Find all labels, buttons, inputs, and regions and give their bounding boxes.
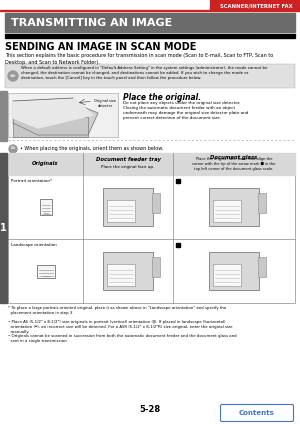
Bar <box>176 243 180 247</box>
Text: Place the original face down and align the
corner with the tip of the arrow mark: Place the original face down and align t… <box>192 157 276 171</box>
Bar <box>0 91 7 141</box>
Polygon shape <box>13 98 93 128</box>
Text: 5-28: 5-28 <box>140 405 160 415</box>
Text: • Place A5 (5-1/2" x 8-1/2") size originals in portrait (vertical) orientation (: • Place A5 (5-1/2" x 8-1/2") size origin… <box>8 320 232 334</box>
Bar <box>152 257 160 277</box>
Text: Portrait orientation*: Portrait orientation* <box>11 179 52 183</box>
Bar <box>5 64 295 88</box>
Bar <box>13 117 88 137</box>
FancyBboxPatch shape <box>220 404 293 421</box>
Bar <box>0 10 210 11</box>
Polygon shape <box>13 101 98 135</box>
Bar <box>213 264 241 286</box>
Bar <box>40 199 52 215</box>
Bar <box>5 34 295 36</box>
Bar <box>173 153 295 175</box>
Text: TRANSMITTING AN IMAGE: TRANSMITTING AN IMAGE <box>11 17 172 28</box>
Circle shape <box>8 71 18 81</box>
Text: Originals: Originals <box>32 162 59 167</box>
Bar <box>258 193 266 213</box>
Text: Place the original.: Place the original. <box>123 93 201 102</box>
Circle shape <box>9 145 17 153</box>
Bar <box>258 257 266 277</box>
Bar <box>0 153 7 303</box>
Text: * To place a large portrait-oriented original, place it as shown above in "Lands: * To place a large portrait-oriented ori… <box>8 306 226 315</box>
Text: SENDING AN IMAGE IN SCAN MODE: SENDING AN IMAGE IN SCAN MODE <box>5 42 196 52</box>
Bar <box>8 153 295 303</box>
Text: • Originals cannot be scanned in succession from both the automatic document fee: • Originals cannot be scanned in success… <box>8 334 237 343</box>
Text: 1: 1 <box>0 223 7 233</box>
Text: Original size
detector: Original size detector <box>94 99 116 108</box>
Text: Document feeder tray: Document feeder tray <box>96 157 160 162</box>
Bar <box>213 200 241 222</box>
Text: • When placing the originals, orient them as shown below.: • When placing the originals, orient the… <box>20 146 163 151</box>
Bar <box>8 153 83 175</box>
Text: Do not place any objects under the original size detector.
Closing the automatic: Do not place any objects under the origi… <box>123 101 248 120</box>
Bar <box>209 252 259 290</box>
Text: ✏: ✏ <box>11 147 15 151</box>
Text: SCANNER/INTERNET FAX: SCANNER/INTERNET FAX <box>220 3 293 8</box>
Text: ✏: ✏ <box>10 73 16 79</box>
Bar <box>37 265 55 277</box>
Bar <box>103 188 153 226</box>
Bar <box>209 188 259 226</box>
Bar <box>5 13 295 32</box>
Text: Document glass: Document glass <box>210 156 258 161</box>
Bar <box>176 179 180 183</box>
Text: Landscape orientation: Landscape orientation <box>11 243 57 247</box>
Text: This section explains the basic procedure for transmission in scan mode (Scan to: This section explains the basic procedur… <box>5 53 273 64</box>
Bar <box>83 153 173 175</box>
Text: Contents: Contents <box>239 410 275 416</box>
Bar <box>103 252 153 290</box>
Bar <box>5 37 295 38</box>
Bar <box>210 0 300 11</box>
Bar <box>107 264 135 286</box>
Text: When a default address is configured in "Default Address Setting" in the system : When a default address is configured in … <box>21 66 267 80</box>
Bar <box>8 93 118 137</box>
Text: Place the original face up.: Place the original face up. <box>101 165 154 169</box>
Bar <box>107 200 135 222</box>
Bar <box>152 193 160 213</box>
